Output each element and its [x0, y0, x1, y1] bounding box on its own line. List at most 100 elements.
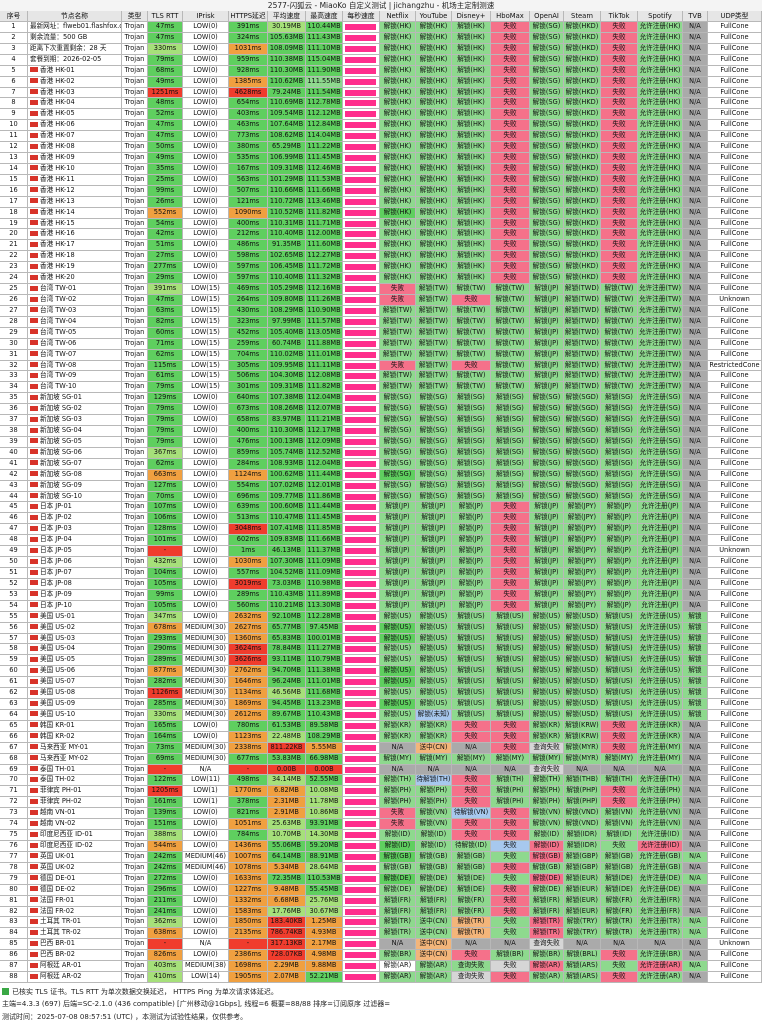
cell: 解锁(TR): [452, 928, 491, 940]
cell: 解锁(JP): [530, 546, 564, 558]
speed-graph: [343, 447, 380, 459]
cell: 解锁(SG): [380, 436, 416, 448]
flag-icon: [30, 842, 38, 848]
speed-graph: [343, 327, 380, 339]
cell: 解锁(JP): [601, 546, 638, 558]
cell: 解锁(ARS): [564, 972, 601, 983]
cell: 3019ms: [229, 578, 268, 590]
cell: 解锁(US): [416, 677, 452, 689]
node-name: 新加坡 SG-09: [28, 480, 122, 492]
cell: FullCone: [708, 240, 762, 252]
cell: 解锁(US): [452, 633, 491, 645]
cell: 10.70MB: [268, 830, 306, 841]
cell: 解锁(TW): [380, 316, 416, 328]
cell: 111.45MB: [306, 153, 343, 164]
cell: 解锁(TW): [416, 327, 452, 339]
speed-bar: [345, 886, 376, 893]
cell: 失败: [380, 284, 416, 295]
node-name: 香港 HK-01: [28, 65, 122, 77]
cell: 14: [0, 163, 28, 175]
cell: 解锁(SG): [452, 426, 491, 437]
cell: 解锁(TW): [452, 316, 491, 328]
cell: 解锁(JP): [416, 600, 452, 612]
cell: 62: [0, 688, 28, 700]
cell: 452ms: [229, 327, 268, 339]
flag-icon: [30, 918, 38, 924]
cell: 25: [0, 284, 28, 295]
cell: 121ms: [229, 196, 268, 208]
cell: 解锁(JP): [380, 568, 416, 579]
cell: 2338ms: [229, 742, 268, 754]
cell: 解锁(HK): [380, 163, 416, 175]
cell: LOW(15): [183, 284, 229, 295]
cell: LOW(0): [183, 240, 229, 252]
cell: Trojan: [122, 764, 148, 776]
node-label: 法国 FR-02: [40, 906, 75, 915]
cell: 272ms: [148, 873, 183, 885]
speed-graph: [343, 961, 380, 973]
cell: 2632ms: [229, 611, 268, 623]
cell: LOW(0): [183, 32, 229, 44]
cell: 解锁(TW): [491, 295, 530, 306]
cell: 解锁(JP): [530, 589, 564, 601]
cell: Trojan: [122, 371, 148, 383]
cell: 107.38MB: [268, 393, 306, 405]
cell: FullCone: [708, 284, 762, 295]
cell: 324ms: [229, 32, 268, 44]
speed-bar: [345, 406, 376, 413]
speed-graph: [343, 862, 380, 874]
cell: 826ms: [148, 950, 183, 962]
node-label: 菲律宾 PH-02: [40, 797, 82, 806]
cell: 解锁(GB): [530, 862, 564, 874]
node-name: 日本 JP-04: [28, 535, 122, 547]
cell: 解锁(JP): [530, 349, 564, 361]
cell: 解锁(US): [380, 611, 416, 623]
cell: 解锁(JP): [380, 589, 416, 601]
cell: N/A: [380, 939, 416, 951]
cell: N/A: [683, 458, 708, 470]
cell: N/A: [183, 939, 229, 951]
cell: 允许注册(TW): [638, 371, 683, 383]
cell: 33: [0, 371, 28, 383]
cell: 111.01MB: [306, 677, 343, 689]
cell: 解锁(TW): [416, 371, 452, 383]
cell: 解锁(KR): [416, 731, 452, 743]
node-label: 美国 US-02: [40, 622, 76, 631]
cell: FullCone: [708, 851, 762, 863]
cell: 解锁(FR): [380, 895, 416, 907]
speed-graph: [343, 742, 380, 754]
speed-graph: [343, 808, 380, 820]
node-label: 新加坡 SG-08: [40, 469, 82, 478]
cell: 解锁(JP): [530, 295, 564, 306]
cell: 解锁(TW): [380, 349, 416, 361]
cell: 解锁(SG): [416, 447, 452, 459]
flag-icon: [30, 591, 38, 597]
cell: 失败: [601, 961, 638, 973]
speed-bar: [345, 286, 376, 293]
flag-icon: [30, 372, 38, 378]
cell: 允许注册(BR): [638, 950, 683, 962]
cell: 失败: [491, 546, 530, 558]
cell: 432ms: [148, 557, 183, 568]
cell: 失败: [601, 54, 638, 66]
cell: 允许注册(US): [638, 633, 683, 645]
node-label: 日本 JP-07: [40, 568, 72, 576]
node-label: 土耳其 TR-02: [40, 928, 81, 937]
speed-graph: [343, 153, 380, 164]
cell: 91.35MB: [268, 240, 306, 252]
cell: 解锁(USD): [564, 644, 601, 656]
cell: 解锁(HK): [380, 207, 416, 219]
node-label: 美国 US-06: [40, 666, 76, 675]
cell: 失败: [491, 589, 530, 601]
cell: 送中(CN): [416, 742, 452, 754]
cell: 解锁(SG): [380, 458, 416, 470]
speed-graph: [343, 873, 380, 885]
cell: 112.04MB: [306, 393, 343, 405]
cell: 解锁(SG): [530, 491, 564, 503]
column-header: TikTok: [601, 11, 638, 22]
cell: 111.45MB: [306, 513, 343, 525]
cell: 65.77MB: [268, 622, 306, 634]
speed-bar: [345, 537, 376, 544]
cell: 780ms: [229, 720, 268, 732]
cell: N/A: [683, 851, 708, 863]
